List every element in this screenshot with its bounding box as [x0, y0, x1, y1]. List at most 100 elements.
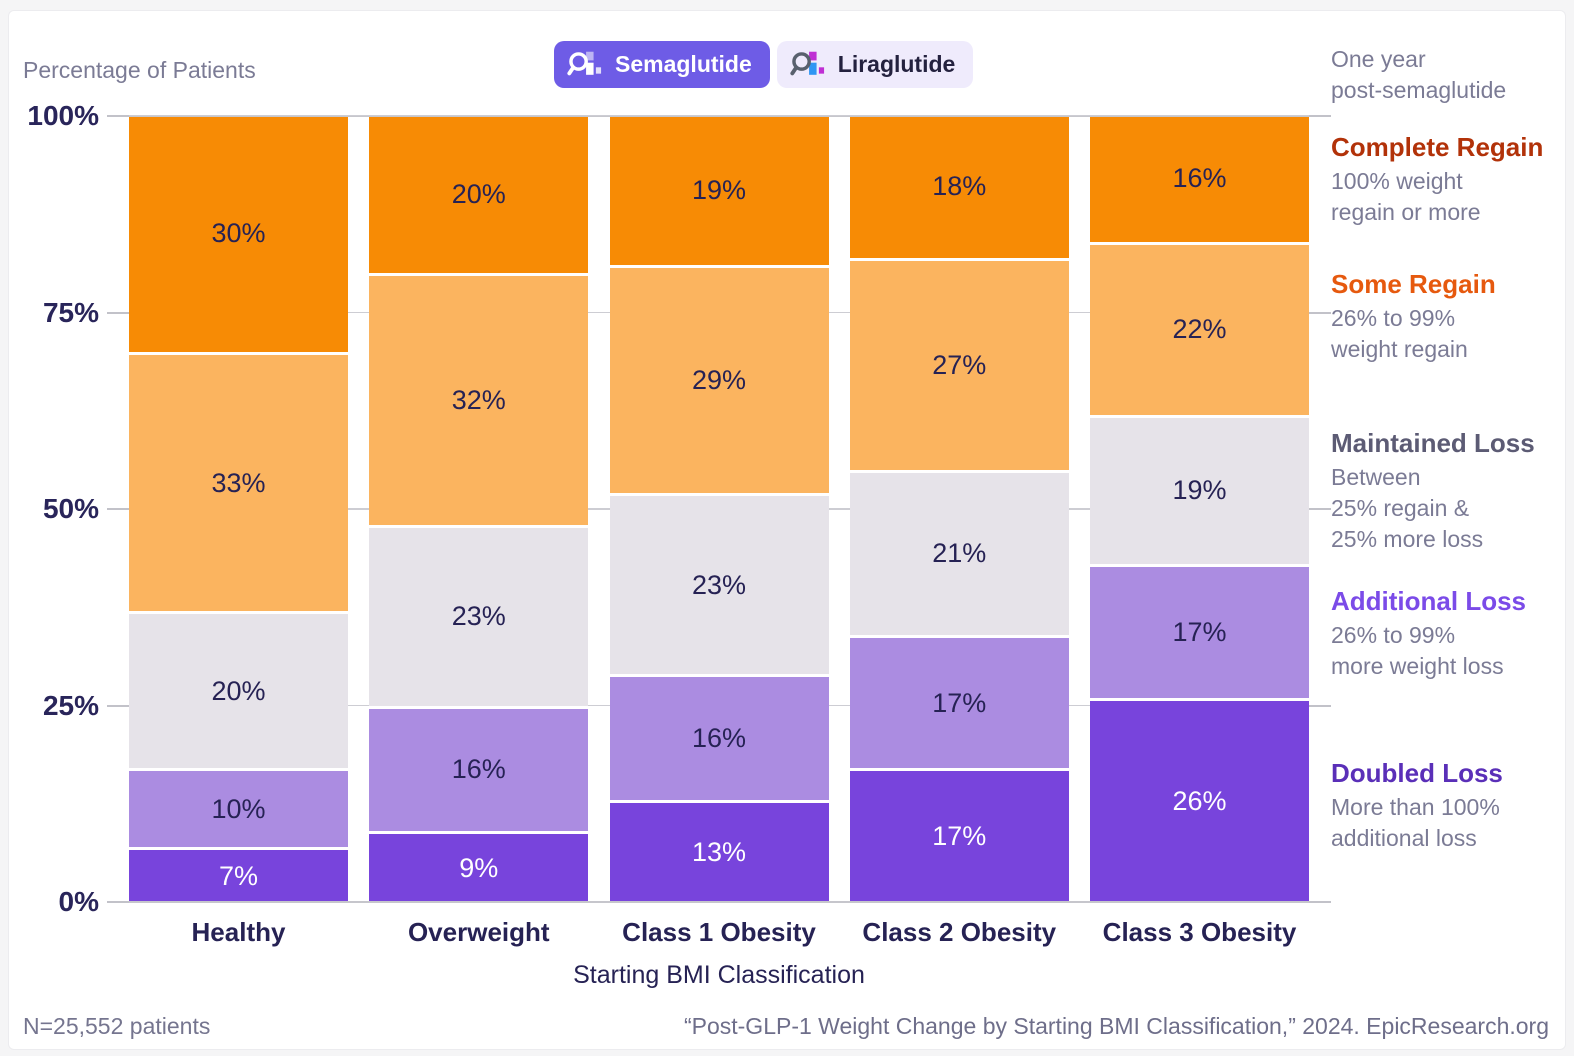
- segment-label: 17%: [932, 821, 987, 852]
- y-axis-tick: [107, 508, 129, 510]
- bar-segment-doubled-loss[interactable]: 26%: [1090, 697, 1309, 902]
- segment-label: 27%: [932, 349, 987, 380]
- legend-item-complete-regain: Complete Regain 100% weight regain or mor…: [1331, 132, 1557, 228]
- bar-group-class-3-obesity: 16% 22% 19% 17% 26%: [1090, 116, 1309, 902]
- bar-segment-some-regain[interactable]: 32%: [369, 273, 589, 525]
- y-tick-label: 25%: [42, 689, 99, 721]
- bars-container: 30% 33% 20% 10% 7% 20% 32% 23% 16% 9% 19% 29% 23% 16%…: [129, 116, 1309, 902]
- legend-item-desc: 26% to 99% more weight loss: [1331, 622, 1504, 679]
- segment-label: 10%: [211, 793, 266, 824]
- legend-item-title: Additional Loss: [1331, 586, 1526, 616]
- bar-segment-complete-regain[interactable]: 20%: [369, 116, 589, 274]
- bar-segment-maintained-loss[interactable]: 20%: [129, 611, 348, 769]
- bar-group-class-1-obesity: 19% 29% 23% 16% 13%: [609, 116, 829, 902]
- segment-label: 16%: [691, 722, 747, 753]
- legend-item-desc: 100% weight regain or more: [1331, 168, 1481, 225]
- segment-label: 32%: [451, 384, 506, 415]
- bar-segment-some-regain[interactable]: 22%: [1090, 241, 1309, 415]
- segment-label: 23%: [691, 569, 747, 600]
- segment-label: 17%: [1172, 616, 1227, 647]
- toggle-liraglutide-button[interactable]: Liraglutide: [776, 41, 974, 88]
- bar-segment-some-regain[interactable]: 27%: [849, 257, 1069, 470]
- bar-segment-additional-loss[interactable]: 16%: [609, 674, 829, 800]
- bar-segment-some-regain[interactable]: 29%: [609, 265, 829, 494]
- segment-label: 29%: [691, 365, 747, 396]
- toggle-semaglutide-button[interactable]: Semaglutide: [554, 41, 770, 88]
- segment-label: 33%: [211, 467, 266, 498]
- segment-label: 17%: [932, 687, 987, 718]
- bar-group-overweight: 20% 32% 23% 16% 9%: [369, 116, 589, 902]
- segment-label: 21%: [932, 538, 987, 569]
- segment-label: 7%: [218, 860, 259, 891]
- bar-segment-some-regain[interactable]: 33%: [129, 351, 348, 612]
- y-axis-title: Percentage of Patients: [23, 57, 256, 83]
- segment-label: 20%: [451, 179, 506, 210]
- bar-segment-complete-regain[interactable]: 16%: [1090, 116, 1309, 242]
- segment-label: 16%: [1172, 163, 1227, 194]
- card: Percentage of Patients Semaglutide: [8, 10, 1566, 1050]
- segment-label: 26%: [1172, 785, 1227, 816]
- toggle-semaglutide-label: Semaglutide: [615, 51, 752, 77]
- plot-area: 30% 33% 20% 10% 7% 20% 32% 23% 16% 9% 19% 29% 23% 16%…: [129, 115, 1309, 903]
- legend-item-title: Maintained Loss: [1331, 428, 1535, 458]
- y-axis-tick: [107, 704, 129, 707]
- y-tick-label: 0%: [58, 886, 99, 917]
- bar-segment-doubled-loss[interactable]: 13%: [609, 799, 829, 902]
- x-tick-label-class-3-obesity: Class 3 Obesity: [1102, 917, 1297, 947]
- segment-label: 13%: [691, 836, 747, 867]
- drug-toggle-group: Semaglutide Liraglutide: [554, 41, 974, 88]
- search-chart-icon: [790, 50, 827, 80]
- y-axis-tick-right: [1309, 901, 1331, 903]
- sample-size-note: N=25,552 patients: [23, 1013, 211, 1039]
- bar-group-class-2-obesity: 18% 27% 21% 17% 17%: [849, 116, 1069, 902]
- bar-segment-maintained-loss[interactable]: 23%: [609, 493, 829, 675]
- segment-label: 19%: [1172, 475, 1227, 506]
- chart-subtitle-note: One year post-semaglutide: [1331, 46, 1507, 103]
- source-citation: “Post-GLP-1 Weight Change by Starting BM…: [683, 1013, 1549, 1039]
- bar-segment-complete-regain[interactable]: 19%: [609, 116, 829, 266]
- x-tick-label-class-1-obesity: Class 1 Obesity: [622, 917, 816, 947]
- bar-segment-maintained-loss[interactable]: 23%: [369, 524, 589, 706]
- y-axis-tick: [107, 311, 129, 314]
- legend-item-some-regain: Some Regain 26% to 99% weight regain: [1331, 269, 1557, 365]
- bar-segment-complete-regain[interactable]: 18%: [849, 116, 1069, 258]
- x-tick-label-overweight: Overweight: [407, 917, 550, 947]
- segment-label: 18%: [932, 171, 987, 202]
- bar-segment-complete-regain[interactable]: 30%: [129, 116, 348, 352]
- y-axis-tick-right: [1309, 704, 1331, 707]
- segment-label: 20%: [211, 675, 266, 706]
- y-tick-label: 50%: [42, 493, 99, 524]
- segment-label: 22%: [1172, 314, 1227, 345]
- y-tick-label: 75%: [42, 296, 99, 328]
- search-chart-icon: [567, 50, 604, 80]
- bar-segment-maintained-loss[interactable]: 21%: [849, 469, 1069, 635]
- segment-label: 23%: [451, 601, 506, 632]
- y-axis-tick-right: [1309, 115, 1331, 117]
- legend-item-title: Some Regain: [1331, 269, 1496, 299]
- bar-segment-doubled-loss[interactable]: 7%: [129, 847, 348, 902]
- bar-segment-additional-loss[interactable]: 10%: [129, 768, 348, 847]
- legend-item-title: Doubled Loss: [1331, 758, 1503, 788]
- segment-label: 19%: [691, 175, 747, 206]
- bar-segment-maintained-loss[interactable]: 19%: [1090, 414, 1309, 565]
- bar-segment-additional-loss[interactable]: 17%: [1090, 564, 1309, 698]
- legend-item-desc: 26% to 99% weight regain: [1331, 305, 1468, 362]
- legend-item-title: Complete Regain: [1331, 132, 1544, 162]
- legend-item-maintained-loss: Maintained Loss Between 25% regain & 25% …: [1331, 428, 1557, 555]
- legend-item-desc: More than 100% additional loss: [1331, 794, 1500, 851]
- y-axis-tick: [107, 901, 129, 903]
- segment-label: 16%: [451, 754, 506, 785]
- segment-label: 30%: [211, 218, 266, 249]
- toggle-liraglutide-label: Liraglutide: [837, 51, 956, 77]
- legend-item-desc: Between 25% regain & 25% more loss: [1331, 464, 1484, 552]
- y-axis-tick-right: [1309, 311, 1331, 314]
- x-axis-labels: Healthy Overweight Class 1 Obesity Class 2 …: [129, 917, 1309, 948]
- bar-segment-additional-loss[interactable]: 16%: [369, 705, 589, 832]
- bar-segment-doubled-loss[interactable]: 17%: [849, 768, 1069, 902]
- y-tick-label: 100%: [27, 100, 99, 131]
- legend: Complete Regain 100% weight regain or mor…: [1331, 11, 1557, 1011]
- bar-segment-doubled-loss[interactable]: 9%: [369, 831, 589, 902]
- y-axis-tick: [107, 115, 129, 117]
- legend-item-additional-loss: Additional Loss 26% to 99% more weight lo…: [1331, 586, 1557, 682]
- bar-segment-additional-loss[interactable]: 17%: [849, 634, 1069, 769]
